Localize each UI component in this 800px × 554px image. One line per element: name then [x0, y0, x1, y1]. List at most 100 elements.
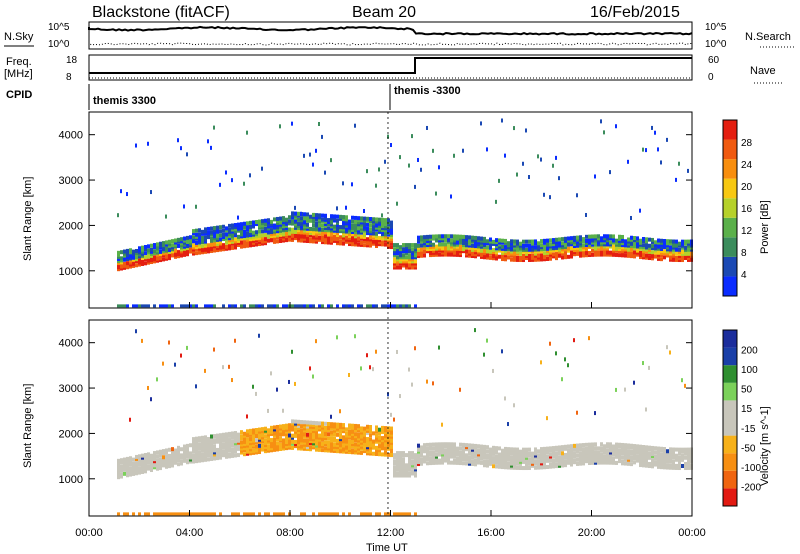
heatmap-cell — [183, 204, 185, 209]
heatmap-cell — [234, 453, 237, 458]
heatmap-cell — [336, 218, 339, 223]
heatmap-cell — [540, 451, 543, 456]
heatmap-cell — [150, 455, 153, 460]
heatmap-cell — [384, 222, 387, 227]
heatmap-cell — [585, 459, 588, 464]
heatmap-cell — [306, 428, 309, 433]
heatmap-cell — [159, 304, 162, 308]
heatmap-cell — [435, 191, 437, 196]
heatmap-cell — [336, 237, 339, 242]
heatmap-cell — [681, 258, 684, 263]
heatmap-cell — [309, 441, 312, 446]
heatmap-cell — [252, 438, 255, 443]
heatmap-cell — [348, 221, 351, 226]
heatmap-cell — [666, 137, 668, 142]
heatmap-cell — [288, 233, 291, 238]
heatmap-cell — [606, 448, 609, 453]
heatmap-cell — [453, 252, 456, 257]
heatmap-cell — [429, 446, 432, 451]
heatmap-cell — [543, 244, 546, 249]
heatmap-cell — [363, 239, 366, 244]
heatmap-cell — [336, 220, 339, 225]
heatmap-cell — [153, 243, 156, 248]
heatmap-cell — [408, 367, 410, 372]
heatmap-cell — [336, 512, 339, 516]
heatmap-cell — [201, 231, 204, 236]
heatmap-cell — [120, 258, 123, 263]
heatmap-cell — [531, 461, 534, 466]
heatmap-cell — [201, 512, 204, 516]
heatmap-cell — [561, 377, 563, 382]
heatmap-cell — [207, 304, 210, 308]
heatmap-cell — [603, 444, 606, 449]
heatmap-cell — [222, 224, 225, 229]
heatmap-cell — [477, 250, 480, 255]
heatmap-cell — [318, 445, 321, 450]
heatmap-cell — [393, 455, 396, 460]
heatmap-cell — [372, 235, 375, 240]
heatmap-cell — [228, 304, 231, 308]
heatmap-cell — [141, 259, 144, 264]
heatmap-cell — [468, 459, 471, 464]
heatmap-cell — [273, 445, 276, 450]
heatmap-cell — [195, 448, 198, 453]
heatmap-cell — [645, 239, 648, 244]
heatmap-cell — [570, 460, 573, 465]
heatmap-cell — [489, 455, 492, 460]
heatmap-cell — [339, 428, 342, 433]
heatmap-cell — [354, 232, 357, 237]
heatmap-cell — [438, 442, 441, 447]
heatmap-cell — [402, 459, 405, 464]
heatmap-cell — [147, 244, 150, 249]
heatmap-cell — [390, 226, 393, 231]
heatmap-cell — [600, 456, 603, 461]
heatmap-cell — [483, 251, 486, 256]
heatmap-cell — [489, 461, 492, 466]
heatmap-cell — [639, 246, 642, 251]
heatmap-cell — [381, 217, 384, 222]
heatmap-cell — [357, 438, 360, 443]
heatmap-cell — [225, 432, 228, 437]
heatmap-cell — [441, 446, 444, 451]
heatmap-cell — [207, 249, 210, 254]
heatmap-cell — [618, 457, 621, 462]
heatmap-cell — [633, 380, 635, 385]
heatmap-cell — [345, 217, 348, 222]
heatmap-cell — [537, 154, 539, 159]
heatmap-cell — [348, 231, 351, 236]
heatmap-cell — [231, 453, 234, 458]
heatmap-cell — [606, 450, 609, 455]
heatmap-cell — [312, 439, 315, 444]
heatmap-cell — [210, 446, 213, 451]
heatmap-cell — [579, 243, 582, 248]
heatmap-cell — [615, 242, 618, 247]
heatmap-cell — [363, 236, 366, 241]
heatmap-cell — [516, 172, 518, 177]
heatmap-cell — [318, 225, 321, 230]
heatmap-cell — [399, 394, 401, 399]
heatmap-cell — [300, 304, 303, 308]
heatmap-cell — [318, 217, 321, 222]
heatmap-cell — [387, 218, 390, 223]
heatmap-cell — [117, 464, 120, 469]
heatmap-cell — [555, 351, 557, 356]
heatmap-cell — [504, 450, 507, 455]
heatmap-cell — [372, 217, 375, 222]
heatmap-cell — [312, 219, 315, 224]
heatmap-cell — [201, 439, 204, 444]
heatmap-cell — [612, 236, 615, 241]
heatmap-cell — [471, 449, 474, 454]
heatmap-cell — [300, 434, 303, 439]
heatmap-cell — [195, 512, 198, 516]
heatmap-cell — [162, 241, 165, 246]
heatmap-cell — [339, 447, 342, 452]
heatmap-cell — [204, 445, 207, 450]
heatmap-cell — [198, 242, 201, 247]
heatmap-cell — [360, 216, 363, 221]
heatmap-cell — [513, 461, 516, 466]
heatmap-cell — [198, 438, 201, 443]
heatmap-cell — [339, 227, 342, 232]
heatmap-cell — [531, 243, 534, 248]
heatmap-cell — [681, 449, 684, 454]
heatmap-cell — [210, 512, 213, 516]
